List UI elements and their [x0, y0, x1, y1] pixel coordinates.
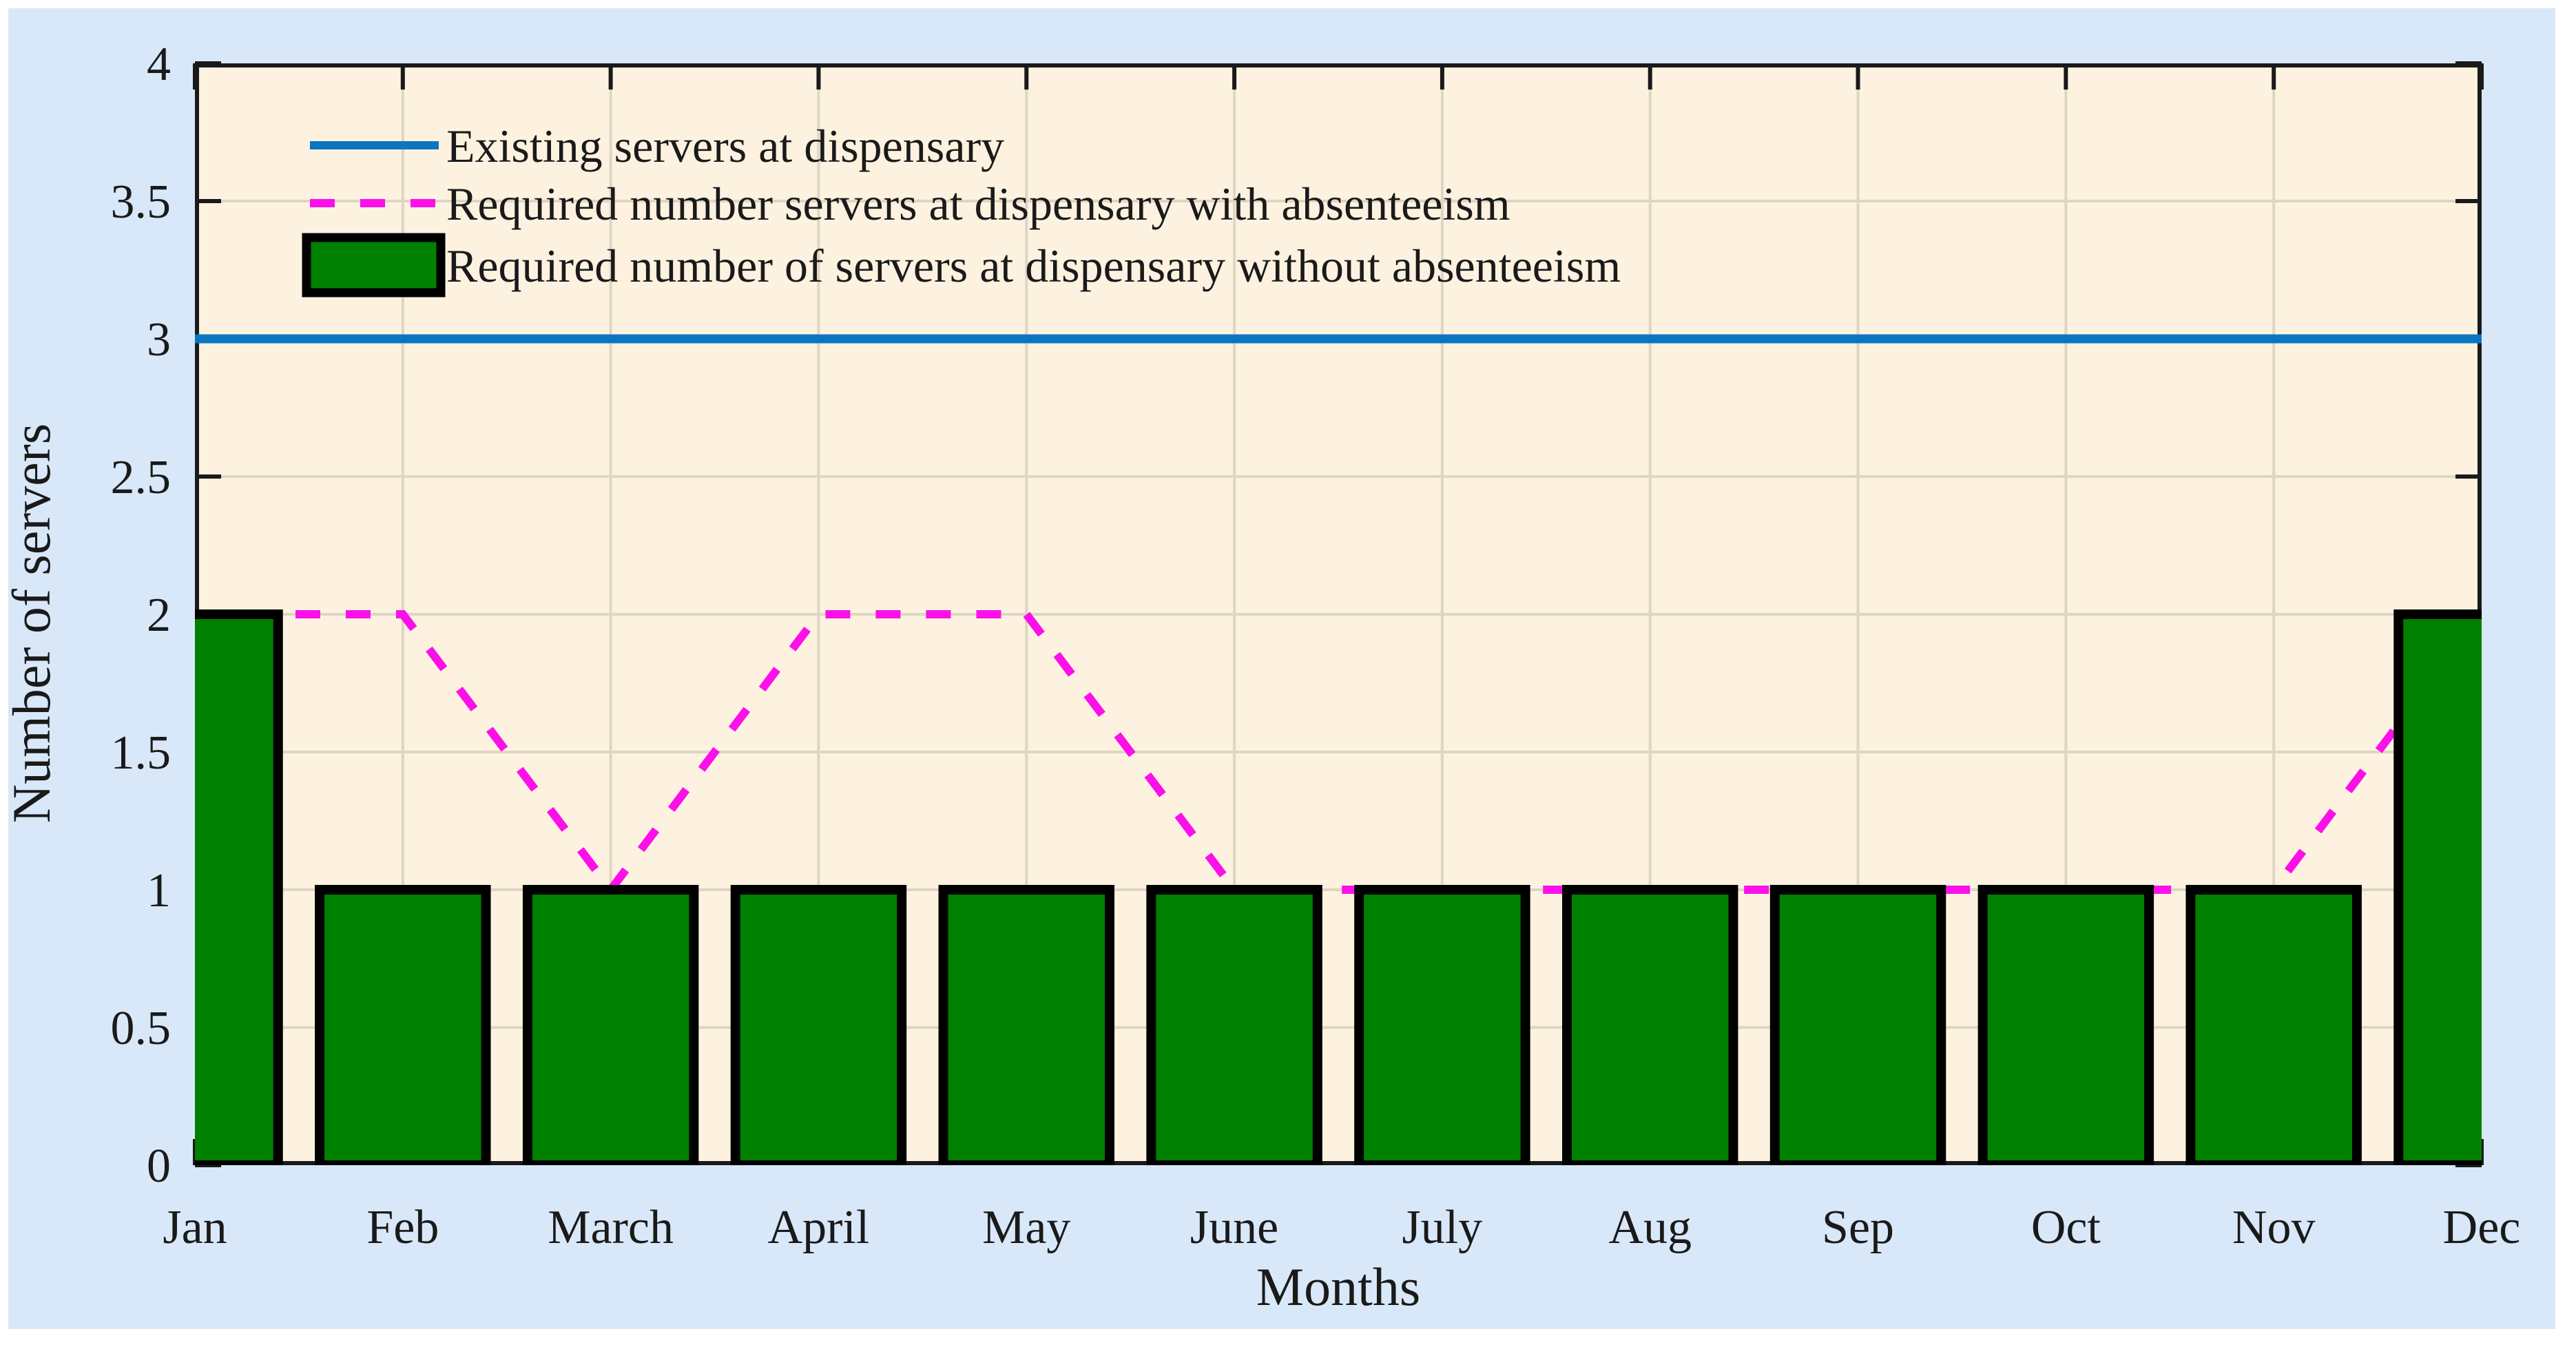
xtick-label: Feb [366, 1201, 439, 1254]
bar-july [1354, 885, 1530, 1165]
bar-dec [2393, 609, 2482, 1165]
ytick-label: 0 [147, 1140, 171, 1193]
ytick-label: 0.5 [111, 1002, 172, 1055]
bar-aug [1562, 885, 1738, 1165]
bar-nov [2185, 885, 2362, 1165]
xtick-label: June [1190, 1201, 1278, 1254]
ytick-label: 2 [147, 589, 171, 642]
legend-label: Required number of servers at dispensary… [446, 240, 1621, 292]
ytick-label: 2.5 [111, 451, 172, 504]
legend-item-without-absenteeism: Required number of servers at dispensary… [302, 233, 1621, 297]
legend-label: Existing servers at dispensary [446, 120, 1004, 172]
bar-march [522, 885, 699, 1165]
legend-item-existing-servers: Existing servers at dispensary [310, 120, 1004, 172]
legend-label: Required number servers at dispensary wi… [446, 178, 1510, 230]
xtick-label: May [982, 1201, 1070, 1254]
xtick-label: Aug [1608, 1201, 1692, 1254]
bar-oct [1977, 885, 2154, 1165]
xtick-label: Nov [2232, 1201, 2316, 1254]
y-axis-title: Number of servers [1, 424, 61, 823]
bar-jan [195, 609, 283, 1165]
xtick-label: Sep [1822, 1201, 1894, 1254]
x-axis-title: Months [1256, 1257, 1420, 1317]
ytick-label: 1.5 [111, 727, 172, 780]
bar-sep [1769, 885, 1946, 1165]
xtick-label: July [1402, 1201, 1483, 1254]
ytick-label: 3 [147, 313, 171, 366]
ytick-label: 3.5 [111, 176, 172, 229]
xtick-label: April [768, 1201, 870, 1254]
bar-april [730, 885, 907, 1165]
legend: Existing servers at dispensary Required n… [302, 120, 1621, 297]
tick-labels: 0 0.5 1 1.5 2 2.5 3 3.5 4 Jan Feb March April May June… [111, 38, 2521, 1254]
legend-item-with-absenteeism: Required number servers at dispensary wi… [310, 178, 1510, 230]
ytick-label: 4 [147, 38, 171, 91]
xtick-label: March [548, 1201, 674, 1254]
xtick-label: Dec [2443, 1201, 2521, 1254]
bar-feb [315, 885, 491, 1165]
ytick-label: 1 [147, 864, 171, 917]
legend-bar-swatch [302, 233, 446, 297]
bar-june [1146, 885, 1322, 1165]
data-layer [195, 334, 2482, 1165]
xtick-label: Oct [2031, 1201, 2101, 1254]
bar-may [938, 885, 1114, 1165]
xtick-label: Jan [163, 1201, 227, 1254]
